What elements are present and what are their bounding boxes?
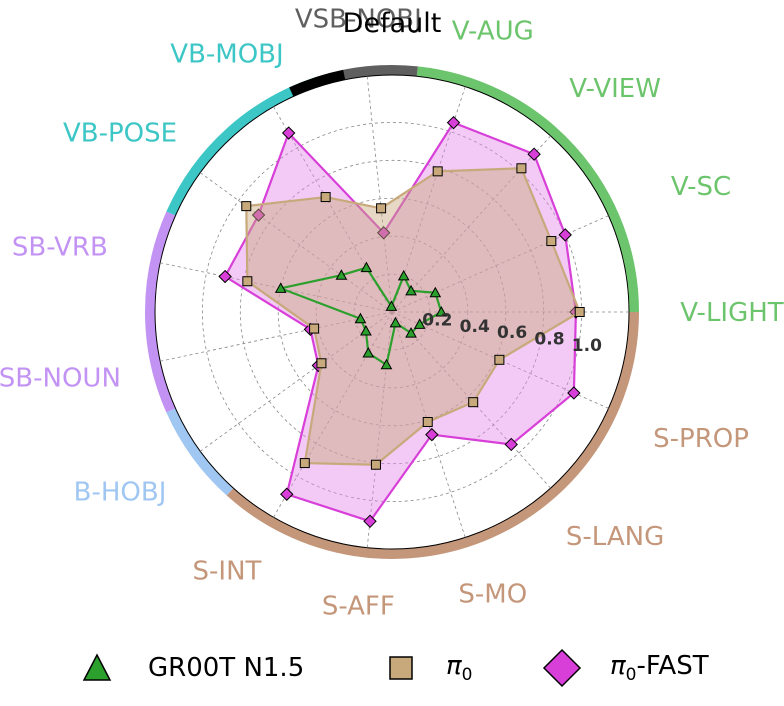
data-point [335, 269, 348, 280]
legend-label-gr00t: GR00T N1.5 [148, 653, 305, 683]
series-layer [218, 115, 585, 529]
data-point [280, 487, 294, 501]
data-point [422, 416, 433, 427]
legend-item-pi0: π0 [384, 640, 472, 696]
category-labels: V-LIGHT V-SC V-VIEW V-AUG VSB-NOBJ VB-MOBJ VB-… [0, 4, 784, 621]
legend-label-pi0-main: π [446, 650, 462, 681]
data-point [429, 286, 442, 298]
rim-segment-default [289, 69, 346, 97]
data-point [574, 307, 585, 317]
data-point [380, 358, 393, 370]
radial-tick-label: 0.4 [460, 317, 490, 337]
data-point [468, 397, 479, 408]
data-point [389, 316, 402, 328]
series-line [276, 266, 443, 367]
data-point [397, 269, 410, 281]
data-point [362, 347, 375, 358]
data-point [281, 126, 296, 140]
legend-label-pi0-fast: π0-FAST [610, 651, 709, 685]
data-point [558, 228, 572, 242]
data-point [504, 437, 518, 452]
data-point [251, 208, 266, 222]
data-point [405, 327, 417, 338]
series-square [241, 163, 585, 470]
radial-tick-labels: 0.2 0.4 0.6 0.8 1.0 [422, 310, 602, 356]
data-point [274, 282, 287, 293]
legend-label-pi0: π0 [446, 651, 472, 685]
data-point [385, 300, 398, 311]
category-label: SB-VRB [12, 233, 108, 263]
grid-ring [315, 235, 469, 389]
category-label: V-LIGHT [680, 298, 783, 328]
legend-label-pi0fast-suffix: -FAST [636, 650, 709, 681]
rim-segment-s [226, 311, 639, 559]
legend-item-gr00t: GR00T N1.5 [80, 640, 304, 696]
category-label: VB-MOBJ [170, 40, 283, 70]
rim-segment-v [416, 66, 639, 313]
category-label: SB-NOUN [0, 363, 121, 393]
data-point [527, 147, 541, 161]
series-triangle [274, 261, 448, 370]
diamond-marker-icon [542, 648, 582, 688]
rim-segment-sb [145, 211, 176, 413]
category-label: B-HOBJ [74, 477, 167, 507]
data-point [320, 192, 331, 203]
data-point [516, 163, 527, 174]
triangle-marker-icon [82, 653, 112, 681]
data-point [376, 203, 387, 214]
data-point [360, 261, 373, 273]
series-line [245, 167, 582, 466]
data-point [241, 201, 252, 212]
data-point [363, 514, 377, 529]
chart-title: Default [343, 8, 442, 39]
data-point [425, 427, 439, 442]
data-point [299, 458, 310, 469]
data-point [405, 284, 417, 296]
data-point [242, 276, 253, 287]
data-point [218, 269, 232, 284]
legend-item-pi0-fast: π0-FAST [542, 640, 709, 696]
category-rim [145, 65, 639, 559]
square-marker-icon [389, 656, 413, 680]
category-label: S-PROP [653, 424, 749, 454]
legend-label-pi0fast-main: π [610, 650, 626, 681]
legend-label-pi0-sub: 0 [461, 665, 473, 686]
data-point [360, 324, 372, 336]
category-label: VB-POSE [63, 119, 177, 149]
radar-chart: 0.2 0.4 0.6 0.8 1.0 V-LIGHT V-SC V-VIEW V-AUG VS… [0, 4, 784, 621]
category-label: S-MO [458, 580, 527, 610]
legend-label-pi0fast-sub: 0 [625, 665, 637, 686]
category-label: V-AUG [452, 16, 534, 46]
data-point [354, 312, 367, 324]
data-point [316, 358, 327, 369]
data-point [370, 459, 381, 470]
data-point [309, 323, 320, 334]
data-point [413, 318, 426, 329]
category-label: S-LANG [566, 522, 664, 552]
data-point [376, 226, 391, 240]
radial-tick-label: 0.8 [534, 330, 564, 350]
category-label: V-VIEW [569, 74, 661, 104]
radial-tick-label: 1.0 [572, 336, 602, 356]
data-point [546, 236, 557, 247]
data-point [567, 386, 581, 400]
data-point [446, 115, 461, 130]
radial-tick-label: 0.2 [422, 310, 452, 330]
data-point [435, 305, 448, 317]
data-point [494, 354, 505, 365]
grid-ring [277, 197, 507, 427]
legend: GR00T N1.5 π0 π0-FAST [0, 640, 784, 700]
data-point [432, 166, 443, 177]
category-label: VSB-NOBJ [295, 4, 422, 34]
category-label: S-INT [193, 556, 262, 586]
radial-tick-label: 0.6 [497, 323, 527, 343]
rim-segment-b [166, 408, 234, 496]
category-label: V-SC [671, 172, 731, 202]
category-label: S-AFF [322, 592, 395, 622]
